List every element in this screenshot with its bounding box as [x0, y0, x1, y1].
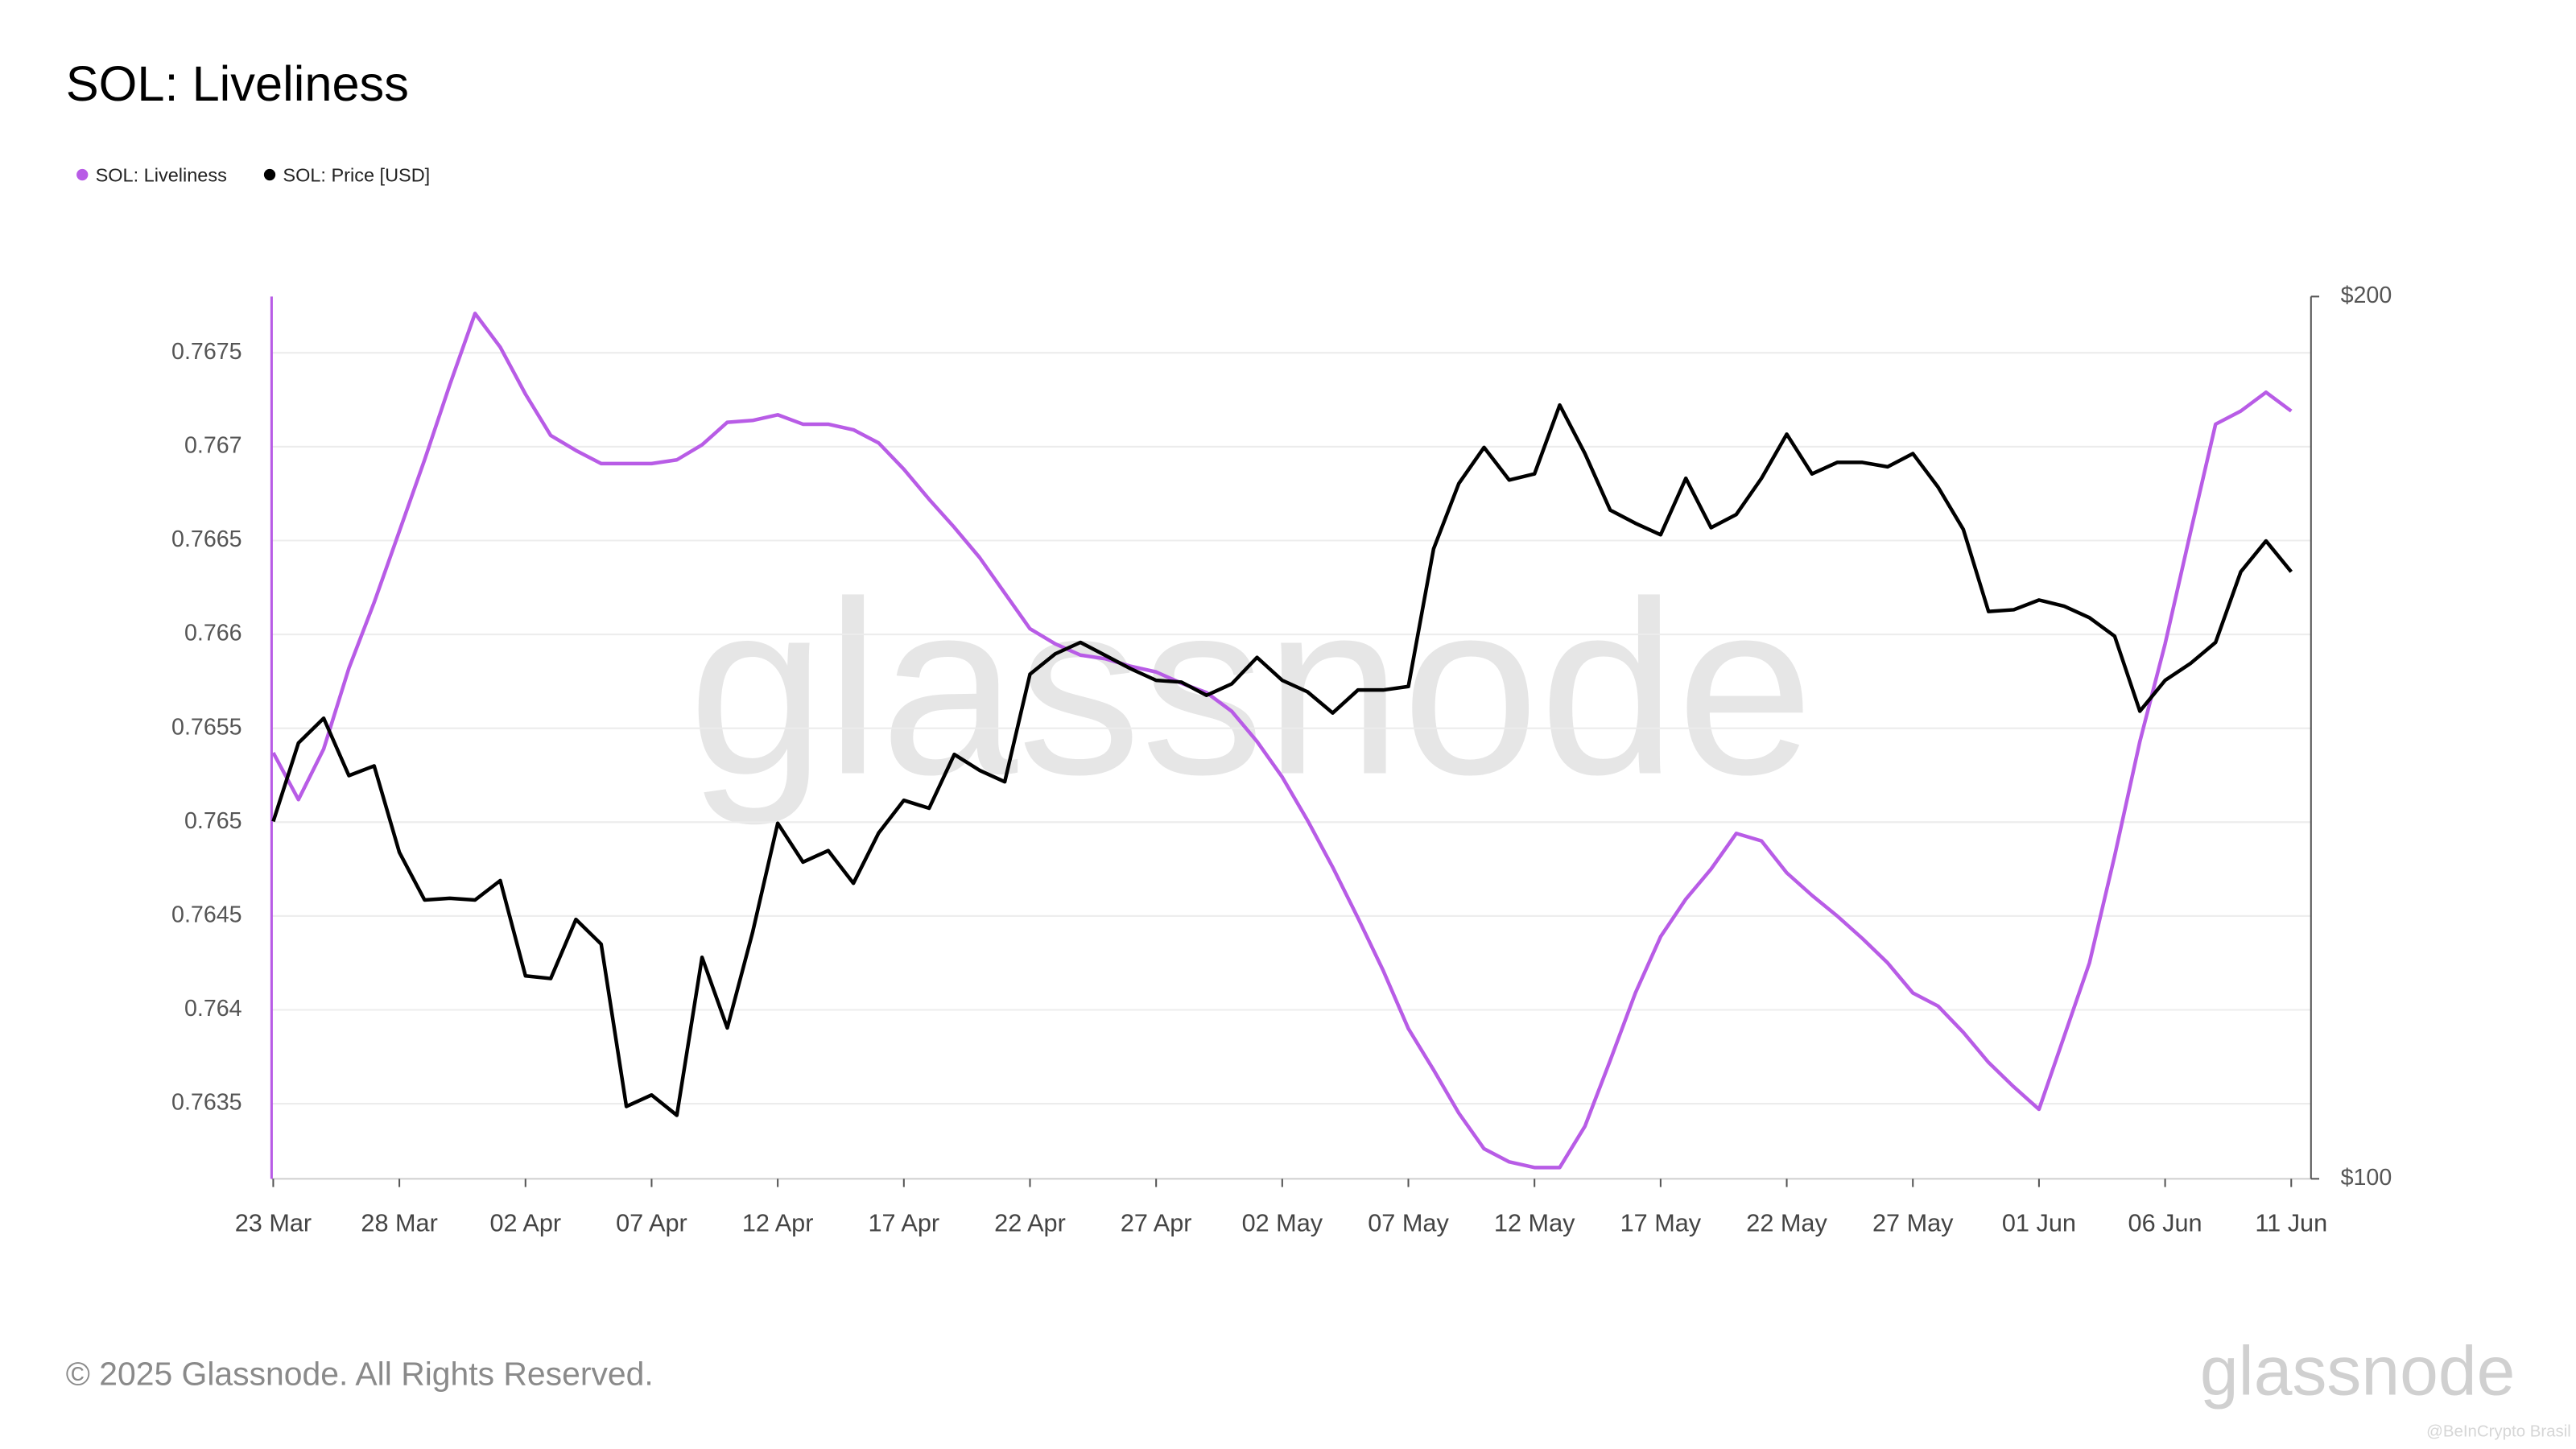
watermark: glassnode — [688, 550, 1814, 828]
x-tick-label: 23 Mar — [235, 1210, 312, 1237]
x-tick-label: 17 Apr — [868, 1210, 939, 1237]
legend-label: SOL: Price [USD] — [283, 164, 430, 185]
y-tick-label: 0.7655 — [171, 714, 242, 740]
y-tick-label: 0.767 — [184, 432, 242, 458]
data-line — [271, 312, 2293, 1170]
legend-marker — [263, 168, 276, 181]
y-tick-label: 0.7645 — [171, 902, 242, 927]
x-tick-label: 01 Jun — [2002, 1210, 2076, 1237]
x-tick-label: 28 Mar — [361, 1210, 437, 1237]
x-tick-label: 02 May — [1242, 1210, 1323, 1237]
y-tick-label: 0.7665 — [171, 526, 242, 552]
logo: glassnode — [2200, 1332, 2515, 1410]
x-tick-label: 22 Apr — [994, 1210, 1066, 1237]
x-tick-label: 11 Jun — [2255, 1210, 2327, 1237]
x-tick-label: 27 Apr — [1121, 1210, 1192, 1237]
y2-tick-label: $200 — [2341, 283, 2392, 308]
x-tick-label: 27 May — [1872, 1210, 1954, 1237]
y-tick-label: 0.7675 — [171, 339, 242, 365]
x-tick-label: 07 Apr — [616, 1210, 687, 1237]
y-tick-label: 0.765 — [184, 808, 242, 834]
chart-title: SOL: Liveliness — [66, 56, 409, 111]
x-tick-label: 07 May — [1368, 1210, 1449, 1237]
data-line — [271, 402, 2293, 1117]
y-tick-label: 0.764 — [184, 996, 242, 1022]
y2-tick-label: $100 — [2341, 1165, 2392, 1191]
x-tick-label: 12 May — [1494, 1210, 1575, 1237]
x-tick-label: 02 Apr — [489, 1210, 561, 1237]
legend-marker — [76, 168, 89, 181]
copyright: © 2025 Glassnode. All Rights Reserved. — [66, 1356, 654, 1393]
x-tick-label: 22 May — [1746, 1210, 1827, 1237]
credit: @BeInCrypto Brasil — [2426, 1422, 2571, 1441]
y-tick-label: 0.7635 — [171, 1090, 242, 1116]
y-tick-label: 0.766 — [184, 621, 242, 646]
x-tick-label: 06 Jun — [2128, 1210, 2202, 1237]
legend-label: SOL: Liveliness — [96, 164, 227, 185]
x-tick-label: 17 May — [1620, 1210, 1702, 1237]
x-tick-label: 12 Apr — [742, 1210, 814, 1237]
